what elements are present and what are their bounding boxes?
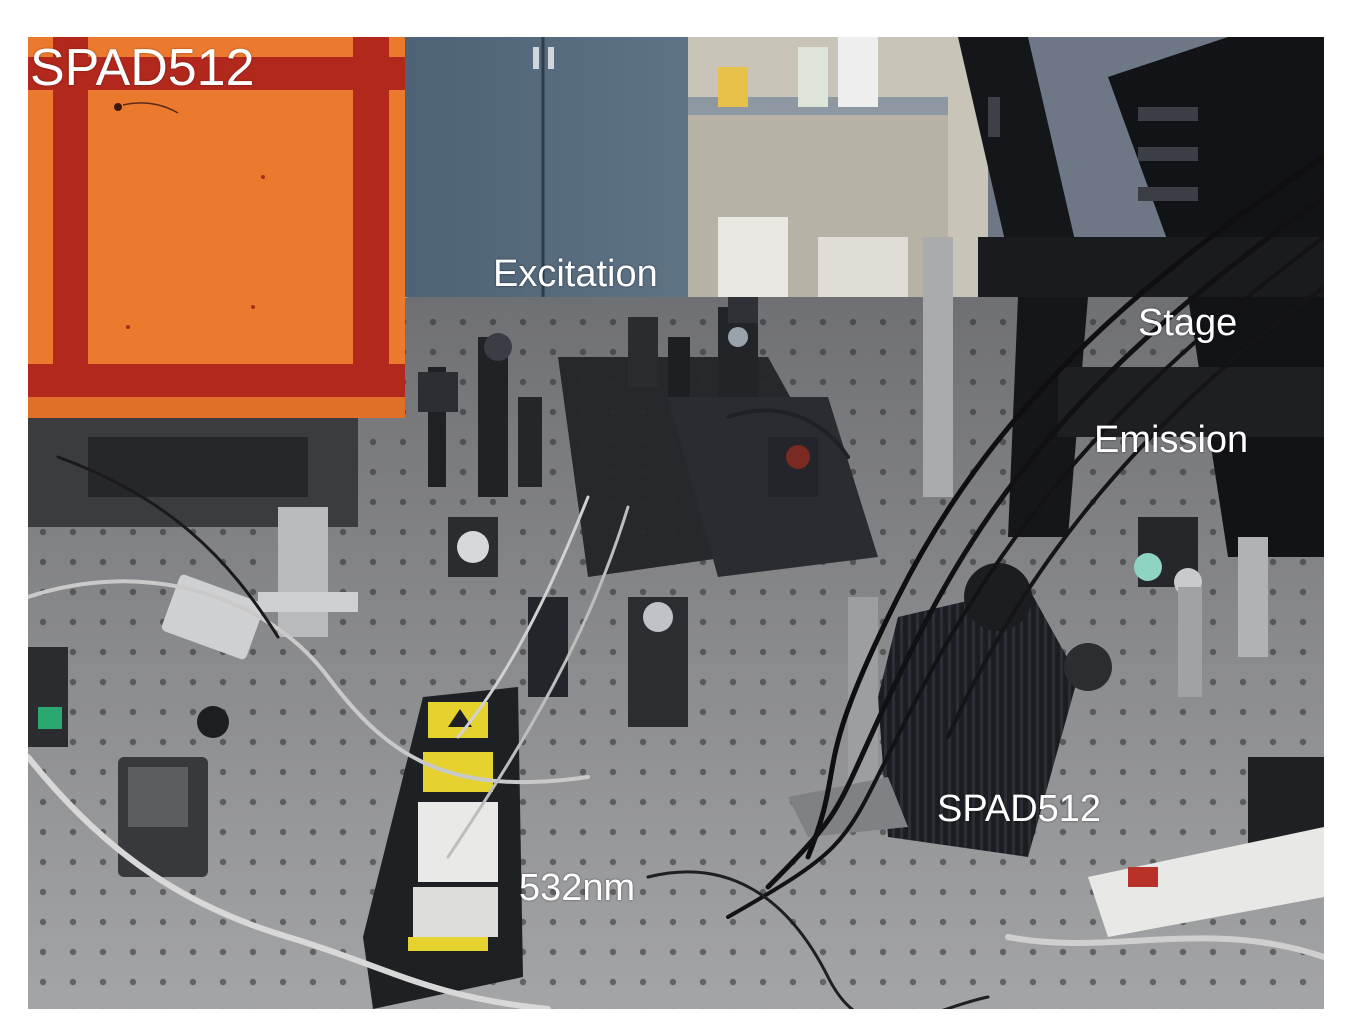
label-spad512: SPAD512: [937, 788, 1102, 830]
cables: [28, 154, 1324, 1009]
label-emission: Emission: [1094, 419, 1249, 461]
label-532nm: 532nm: [519, 867, 636, 909]
optical-setup-scene: [28, 37, 1324, 1009]
inset-title: SPAD512: [30, 39, 255, 97]
label-stage: Stage: [1138, 302, 1238, 344]
spad512-camera: [878, 587, 1078, 857]
label-excitation: Excitation: [493, 253, 658, 295]
spad512-grid-capture: [28, 37, 405, 418]
spad512-inset-image: [28, 37, 405, 418]
power-strip: [1088, 827, 1324, 937]
lab-photo: [28, 37, 1324, 1009]
